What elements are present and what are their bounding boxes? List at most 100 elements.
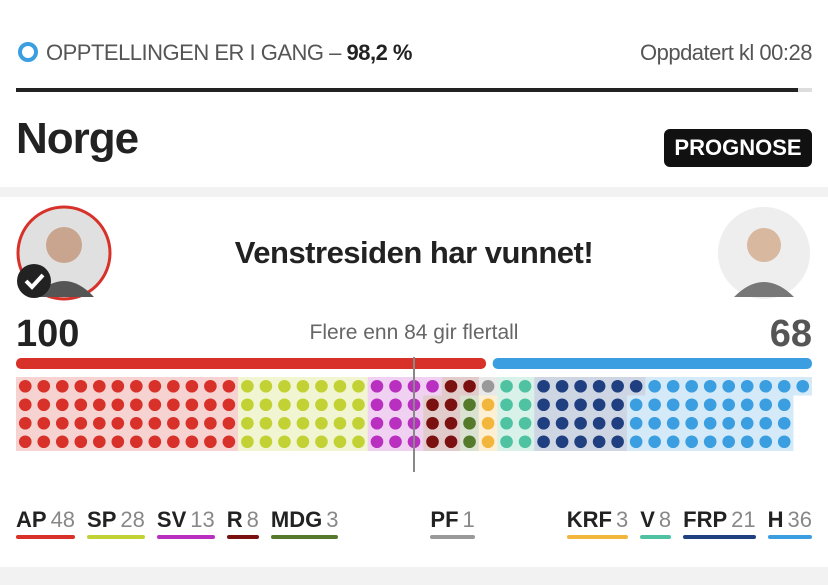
seat [370, 435, 384, 449]
seat [55, 435, 69, 449]
seat [463, 379, 476, 393]
region: Norge [16, 114, 139, 163]
seat [389, 416, 402, 430]
seat [74, 416, 88, 430]
legend-swatch [226, 535, 259, 539]
party-seats: 3 [326, 507, 339, 532]
party-seats: 36 [787, 507, 812, 532]
seat [315, 416, 328, 430]
progress-track [16, 88, 812, 92]
seat [278, 379, 291, 393]
seat [703, 379, 717, 393]
status: OPPTELLINGEN ER I GANG – 98,2 % [46, 40, 412, 66]
seat [259, 416, 273, 430]
legend-swatch [566, 535, 629, 539]
seat [389, 398, 402, 412]
seat [703, 435, 717, 449]
party-name: R [226, 507, 243, 532]
legend-swatch [16, 535, 76, 539]
left-total: 100 [16, 313, 80, 355]
seat [574, 398, 587, 412]
seat [777, 398, 791, 412]
seat [259, 435, 273, 449]
seat [278, 435, 291, 449]
seat [500, 416, 513, 430]
seat [241, 379, 254, 393]
right-total: 68 [769, 313, 812, 355]
seat [777, 379, 791, 393]
badge: PROGNOSE [664, 129, 812, 167]
seat [130, 379, 143, 393]
legend-item: SP 28 [87, 507, 145, 539]
seat [759, 435, 773, 449]
seat [130, 416, 143, 430]
seat [592, 416, 606, 430]
seat [370, 416, 384, 430]
seat [389, 435, 402, 449]
legend-right: KRF 3 V 8 FRP 21 H 36 [566, 507, 812, 539]
seat [463, 435, 476, 449]
legend-item: PF 1 [430, 507, 475, 539]
seat [574, 416, 587, 430]
seat [574, 379, 587, 393]
seat [296, 379, 310, 393]
seat [167, 435, 180, 449]
live-icon [18, 42, 38, 62]
seat [352, 416, 365, 430]
party-seats: 48 [50, 507, 76, 532]
seat [333, 416, 347, 430]
party-name: AP [16, 507, 47, 532]
seat [241, 398, 254, 412]
seat [722, 435, 735, 449]
legend-swatch [683, 535, 756, 539]
seat [185, 435, 199, 449]
legend-item: AP 48 [16, 507, 76, 539]
seat [352, 435, 365, 449]
seat [315, 379, 328, 393]
seat [592, 398, 606, 412]
seat [444, 398, 458, 412]
seat [611, 435, 624, 449]
seat [74, 398, 88, 412]
seat [666, 379, 680, 393]
seat [167, 398, 180, 412]
seat [592, 379, 606, 393]
seat [315, 435, 328, 449]
seat [481, 435, 495, 449]
seat [444, 379, 458, 393]
seat [518, 435, 532, 449]
seat [93, 398, 106, 412]
seat [185, 416, 199, 430]
seat [296, 435, 310, 449]
seat [241, 416, 254, 430]
seat [130, 435, 143, 449]
seat [722, 398, 735, 412]
seat [463, 398, 476, 412]
seat [111, 398, 125, 412]
seat [555, 435, 569, 449]
seat [111, 435, 125, 449]
seat [722, 416, 735, 430]
seat [426, 435, 439, 449]
seat [333, 435, 347, 449]
seat [370, 398, 384, 412]
legend-swatch [767, 535, 812, 539]
seat [426, 379, 439, 393]
status-label: OPPTELLINGEN ER I GANG – [46, 40, 341, 65]
seat [555, 398, 569, 412]
seat [148, 379, 162, 393]
seat [111, 379, 125, 393]
seat [648, 435, 661, 449]
seat [629, 435, 643, 449]
legend-item: FRP 21 [683, 507, 756, 539]
seat [537, 435, 550, 449]
seat [167, 379, 180, 393]
legend-item: SV 13 [156, 507, 215, 539]
seat [537, 416, 550, 430]
legend-swatch [270, 535, 339, 539]
seat [740, 379, 754, 393]
seat [130, 398, 143, 412]
seat [481, 379, 495, 393]
